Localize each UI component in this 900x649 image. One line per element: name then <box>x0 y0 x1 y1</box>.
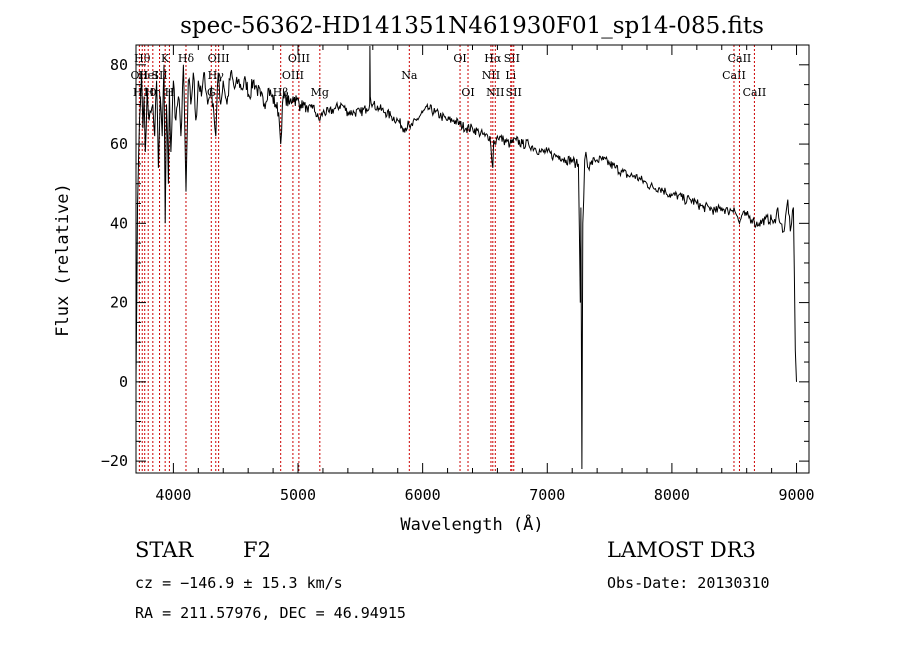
y-tick-label: 0 <box>119 373 128 391</box>
x-axis-label: Wavelength (Å) <box>400 513 543 535</box>
y-tick-label: 60 <box>110 135 128 153</box>
obs-date: Obs-Date: 20130310 <box>607 574 770 592</box>
line-marker-label: OI <box>461 86 474 99</box>
line-marker-label: Na <box>401 69 418 82</box>
line-marker-label: OII <box>131 69 149 82</box>
y-tick-label: 20 <box>110 294 128 312</box>
axis-ticks: 4000 5000 6000 7000 8000 9000 −20 0 20 40 60 80 <box>101 45 815 504</box>
line-marker-label: NII <box>486 86 504 99</box>
line-marker-label: NII <box>482 69 500 82</box>
line-marker-label: Mg <box>311 86 329 99</box>
line-marker-label: CaII <box>728 52 752 65</box>
line-marker-label: OIII <box>208 52 230 65</box>
line-marker-label: OIII <box>282 69 304 82</box>
line-marker-label: H10 <box>133 86 157 99</box>
line-marker-label: Hα <box>484 52 502 65</box>
y-tick-label: 40 <box>110 214 128 232</box>
x-tick-label: 8000 <box>654 486 690 504</box>
x-tick-label: 6000 <box>405 486 441 504</box>
line-marker-label: Hθ <box>134 52 151 65</box>
coordinates: RA = 211.57976, DEC = 46.94915 <box>135 604 406 622</box>
line-marker-label: CaII <box>743 86 767 99</box>
chart-title: spec-56362-HD141351N461930F01_sp14-085.f… <box>180 13 764 39</box>
line-marker-label: SII <box>504 52 520 65</box>
line-marker-label: Hγ <box>208 69 225 82</box>
line-marker-label: G <box>207 86 216 99</box>
line-marker-label: K <box>161 52 170 65</box>
line-markers: OIIHθH10HeIHηSIIKHHδGHγOIIIHβOIIIOIIIMgN… <box>131 45 767 473</box>
x-tick-label: 9000 <box>778 486 814 504</box>
x-tick-label: 4000 <box>155 486 191 504</box>
y-axis-label: Flux (relative) <box>53 183 73 337</box>
survey-name: LAMOST DR3 <box>607 538 756 562</box>
line-marker-label: CaII <box>722 69 746 82</box>
line-marker-label: OIII <box>288 52 310 65</box>
y-tick-label: 80 <box>110 56 128 74</box>
x-tick-label: 5000 <box>280 486 316 504</box>
line-marker-label: OI <box>453 52 466 65</box>
plot-frame <box>135 44 810 474</box>
spectrum-series <box>135 45 797 470</box>
line-marker-label: Li <box>505 69 516 82</box>
line-marker-label: Hβ <box>273 86 289 99</box>
spectrum-line <box>135 45 797 470</box>
line-marker-label: Hδ <box>178 52 195 65</box>
redshift-value: cz = −146.9 ± 15.3 km/s <box>135 574 343 592</box>
line-marker-label: SII <box>506 86 522 99</box>
y-tick-label: −20 <box>101 452 128 470</box>
object-class: STAR <box>135 538 194 562</box>
object-subclass: F2 <box>243 538 271 562</box>
x-tick-label: 7000 <box>529 486 565 504</box>
line-marker-label: HeI <box>138 69 158 82</box>
